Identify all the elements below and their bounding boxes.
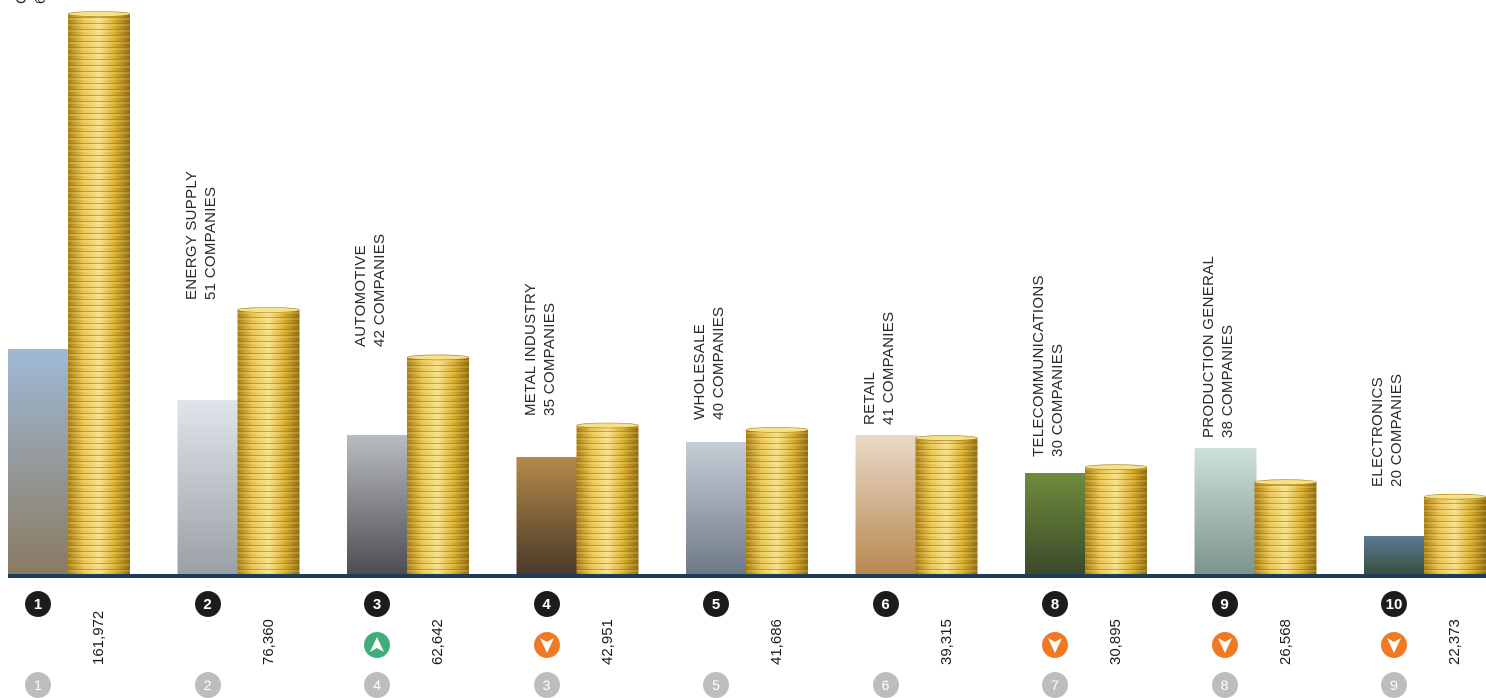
bar-top-coin <box>67 11 131 17</box>
previous-rank-badge: 6 <box>872 672 899 698</box>
previous-rank-badge: 8 <box>1211 672 1238 698</box>
previous-rank-badge: 5 <box>703 672 729 698</box>
bar-ridges <box>915 438 978 574</box>
bar-top-coin <box>237 307 300 313</box>
bar-coin-stack <box>1423 493 1486 574</box>
value-label: 41,686 <box>768 619 785 665</box>
rank-badge: 8 <box>1042 591 1068 617</box>
value-label: 62,642 <box>429 619 446 665</box>
bar-top-coin <box>576 422 639 429</box>
bar-ridges <box>746 429 808 574</box>
category-label: TELECOMMUNICATIONS 30 COMPANIES <box>1029 275 1067 457</box>
category-label: PRODUCTION GENERAL 38 COMPANIES <box>1199 256 1237 438</box>
category-company-count: 20 COMPANIES <box>1388 373 1405 487</box>
category-name: METAL INDUSTRY <box>521 282 539 416</box>
rank-badge: 3 <box>364 591 390 617</box>
bar-coin-stack <box>406 354 470 574</box>
up-arrow-circle-icon <box>364 632 390 658</box>
category-company-count: 65 COMPANIES <box>31 0 50 4</box>
previous-rank-badge: 4 <box>364 672 390 698</box>
retail-shoppers-photo <box>855 435 918 574</box>
rank-badge: 6 <box>872 591 899 617</box>
bar-ridges <box>1085 467 1147 574</box>
category-company-count: 30 COMPANIES <box>1049 343 1066 458</box>
previous-rank-badge: 7 <box>1042 672 1068 698</box>
value-label: 161,972 <box>90 610 107 665</box>
category-label: ELECTRONICS 20 COMPANIES <box>1368 373 1406 486</box>
down-arrow-circle-icon <box>1381 632 1407 658</box>
previous-rank-badge: 3 <box>533 672 560 698</box>
previous-rank-badge: 1 <box>25 672 51 698</box>
bar-coin-stack <box>67 11 131 574</box>
down-arrow-circle-icon <box>1211 632 1238 658</box>
bar-ridges <box>1424 496 1486 574</box>
value-label: 30,895 <box>1107 619 1124 665</box>
category-company-count: 51 COMPANIES <box>201 186 219 300</box>
value-label: 76,360 <box>259 619 277 665</box>
category-name: PRODUCTION GENERAL <box>1199 255 1217 438</box>
category-name: WHOLESALE <box>691 323 708 420</box>
warehouse-shelves-photo <box>686 442 748 574</box>
bar-top-coin <box>1084 464 1148 470</box>
rank-badge: 5 <box>703 591 729 617</box>
rank-badge: 2 <box>194 591 221 617</box>
category-company-count: 38 COMPANIES <box>1218 324 1236 438</box>
category-company-count: 40 COMPANIES <box>710 306 727 420</box>
rank-badge: 9 <box>1211 591 1238 617</box>
oil-pump-photo <box>8 349 70 574</box>
bar-top-coin <box>406 354 470 361</box>
category-company-count: 41 COMPANIES <box>879 311 897 425</box>
coin-stacks-layer <box>67 11 1486 574</box>
bar-top-coin <box>915 435 978 441</box>
bar-ridges <box>68 14 130 574</box>
category-name: ELECTRONICS <box>1369 376 1386 487</box>
car-assembly-photo <box>347 435 409 574</box>
category-name: TELECOMMUNICATIONS <box>1030 275 1047 458</box>
category-label: RETAIL 41 COMPANIES <box>860 312 898 425</box>
value-label: 26,568 <box>1276 619 1294 665</box>
production-line-photo <box>1194 448 1257 574</box>
bar-top-coin <box>1423 493 1486 500</box>
bar-ridges <box>237 309 300 574</box>
previous-rank-badge: 9 <box>1381 672 1407 698</box>
category-label: ENERGY SUPPLY 51 COMPANIES <box>182 171 220 300</box>
bar-coin-stack <box>745 427 809 574</box>
bar-coin-stack <box>1084 464 1148 574</box>
previous-rank-badge: 2 <box>194 672 221 698</box>
bar-ridges <box>1254 482 1317 574</box>
category-label: AUTOMOTIVE 42 COMPANIES <box>351 234 389 347</box>
category-label: WHOLESALE 40 COMPANIES <box>690 307 728 420</box>
category-name: OIL & GAS <box>12 0 31 4</box>
category-company-count: 35 COMPANIES <box>540 302 558 416</box>
category-label: METAL INDUSTRY 35 COMPANIES <box>521 282 559 415</box>
metal-foundry-photo <box>516 457 579 574</box>
bar-coin-stack <box>1254 479 1317 574</box>
category-name: RETAIL <box>860 371 878 425</box>
network-cables-photo <box>1025 473 1087 574</box>
down-arrow-circle-icon <box>533 632 560 658</box>
rank-badge: 1 <box>25 591 51 617</box>
value-label: 22,373 <box>1446 619 1463 665</box>
bar-ridges <box>576 425 639 574</box>
bar-top-coin <box>1254 479 1317 485</box>
rank-badge: 10 <box>1381 591 1407 617</box>
bar-top-coin <box>745 427 809 433</box>
power-pylon-photo <box>177 400 240 574</box>
bar-ridges <box>407 357 469 574</box>
value-label: 39,315 <box>937 619 955 665</box>
bar-coin-stack <box>915 435 978 574</box>
category-name: ENERGY SUPPLY <box>182 170 200 300</box>
rank-badge: 4 <box>533 591 560 617</box>
value-label: 42,951 <box>598 619 616 665</box>
circuit-board-photo <box>1364 536 1426 574</box>
down-arrow-circle-icon <box>1042 632 1068 658</box>
bar-coin-stack <box>237 307 300 574</box>
bar-coin-stack <box>576 422 639 574</box>
category-label: OIL & GAS65 COMPANIES <box>12 0 50 4</box>
category-company-count: 42 COMPANIES <box>371 234 388 348</box>
photos-layer <box>8 349 1426 574</box>
category-name: AUTOMOTIVE <box>352 245 369 348</box>
